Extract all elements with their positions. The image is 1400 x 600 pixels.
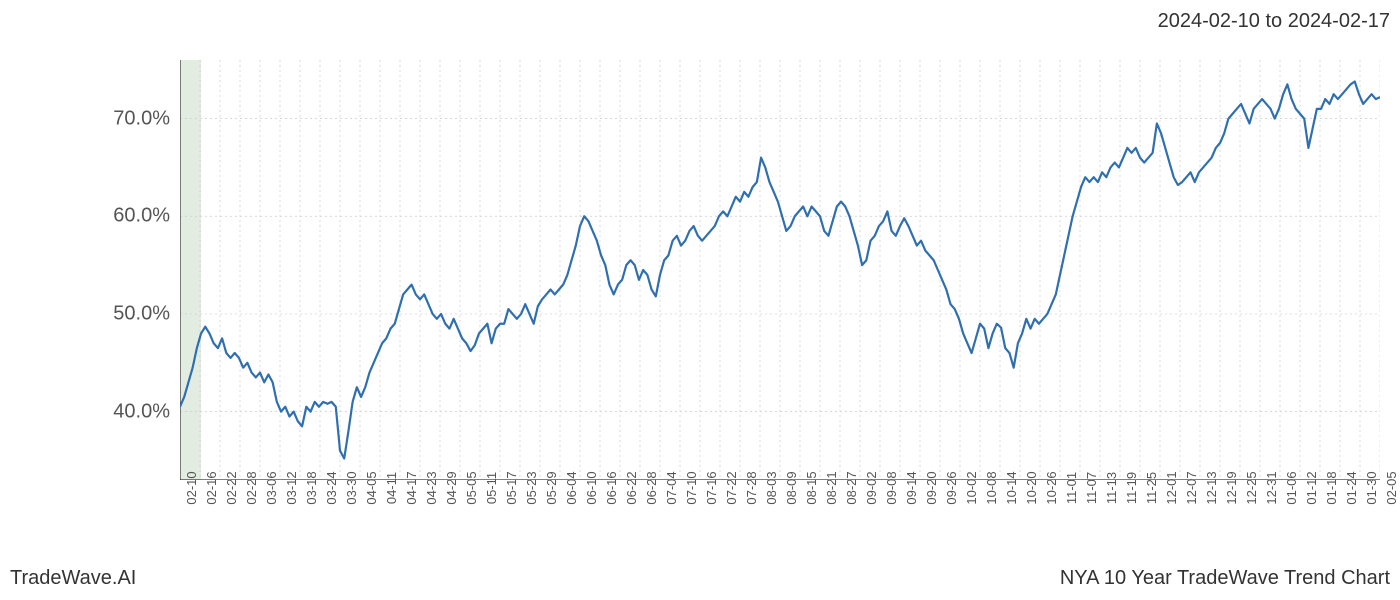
x-tick-label: 08-27 — [844, 471, 859, 504]
x-tick-label: 08-15 — [804, 471, 819, 504]
x-tick-label: 06-28 — [644, 471, 659, 504]
x-tick-label: 12-31 — [1264, 471, 1279, 504]
x-tick-label: 06-10 — [584, 471, 599, 504]
x-tick-label: 10-02 — [964, 471, 979, 504]
x-tick-label: 11-13 — [1104, 472, 1119, 504]
x-tick-label: 12-19 — [1224, 471, 1239, 504]
x-tick-label: 12-07 — [1184, 471, 1199, 504]
x-tick-label: 01-18 — [1324, 471, 1339, 504]
x-tick-label: 08-09 — [784, 471, 799, 504]
x-tick-label: 09-20 — [924, 471, 939, 504]
x-tick-label: 10-20 — [1024, 471, 1039, 504]
trend-chart — [180, 60, 1380, 480]
x-tick-label: 10-14 — [1004, 471, 1019, 504]
x-tick-label: 03-24 — [324, 471, 339, 504]
y-tick-label: 40.0% — [113, 400, 170, 423]
x-tick-label: 12-01 — [1164, 471, 1179, 504]
x-tick-label: 11-07 — [1084, 472, 1099, 504]
footer-title: NYA 10 Year TradeWave Trend Chart — [1060, 567, 1390, 590]
x-tick-label: 07-10 — [684, 471, 699, 504]
x-tick-label: 01-24 — [1344, 471, 1359, 504]
x-tick-label: 05-05 — [464, 471, 479, 504]
chart-svg — [180, 60, 1380, 480]
x-tick-label: 02-22 — [224, 471, 239, 504]
x-tick-label: 04-29 — [444, 471, 459, 504]
x-tick-label: 11-25 — [1144, 472, 1159, 504]
x-tick-label: 10-26 — [1044, 471, 1059, 504]
x-tick-label: 09-14 — [904, 471, 919, 504]
x-tick-label: 07-16 — [704, 471, 719, 504]
x-tick-label: 01-30 — [1364, 471, 1379, 504]
x-tick-label: 08-03 — [764, 471, 779, 504]
x-tick-label: 08-21 — [824, 471, 839, 504]
y-tick-label: 50.0% — [113, 302, 170, 325]
x-tick-label: 05-17 — [504, 471, 519, 504]
highlight-band — [180, 60, 201, 480]
x-tick-label: 05-29 — [544, 471, 559, 504]
x-tick-label: 06-22 — [624, 471, 639, 504]
x-tick-label: 12-13 — [1204, 471, 1219, 504]
x-tick-label: 11-01 — [1064, 472, 1079, 504]
x-tick-label: 03-12 — [284, 471, 299, 504]
x-tick-label: 01-06 — [1284, 471, 1299, 504]
x-tick-label: 02-05 — [1384, 471, 1399, 504]
x-tick-label: 09-02 — [864, 471, 879, 504]
x-tick-label: 04-11 — [384, 472, 399, 504]
x-tick-label: 09-26 — [944, 471, 959, 504]
y-tick-label: 60.0% — [113, 205, 170, 228]
x-tick-label: 02-16 — [204, 471, 219, 504]
x-tick-label: 07-28 — [744, 471, 759, 504]
x-tick-label: 03-06 — [264, 471, 279, 504]
x-tick-label: 09-08 — [884, 471, 899, 504]
x-tick-label: 03-30 — [344, 471, 359, 504]
footer-brand: TradeWave.AI — [10, 567, 136, 590]
y-tick-label: 70.0% — [113, 107, 170, 130]
x-tick-label: 12-25 — [1244, 471, 1259, 504]
x-tick-label: 04-05 — [364, 471, 379, 504]
x-tick-label: 11-19 — [1124, 472, 1139, 504]
x-tick-label: 06-16 — [604, 471, 619, 504]
x-tick-label: 02-10 — [184, 471, 199, 504]
x-tick-label: 06-04 — [564, 471, 579, 504]
x-tick-label: 01-12 — [1304, 471, 1319, 504]
x-tick-label: 07-22 — [724, 471, 739, 504]
x-tick-label: 04-23 — [424, 471, 439, 504]
x-tick-label: 10-08 — [984, 471, 999, 504]
x-tick-label: 05-11 — [484, 472, 499, 504]
x-tick-label: 04-17 — [404, 471, 419, 504]
x-tick-label: 03-18 — [304, 471, 319, 504]
x-tick-label: 05-23 — [524, 471, 539, 504]
x-tick-label: 07-04 — [664, 471, 679, 504]
date-range-label: 2024-02-10 to 2024-02-17 — [1158, 10, 1390, 33]
x-tick-label: 02-28 — [244, 471, 259, 504]
